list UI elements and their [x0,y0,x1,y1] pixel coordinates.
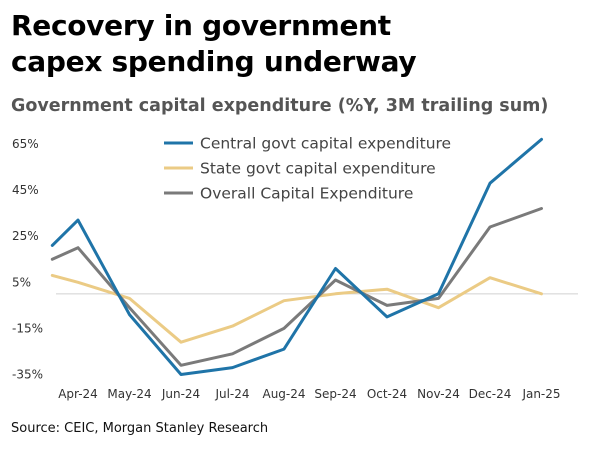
legend-label: State govt capital expenditure [200,160,436,178]
x-tick-label: Jun-24 [161,387,200,401]
series-line-overall [50,207,543,367]
x-tick-label: Aug-24 [262,387,305,401]
y-tick-label: 65% [12,137,39,151]
x-tick-label: Jan-25 [521,387,560,401]
y-tick-label: 25% [12,229,39,243]
y-tick-label: 5% [12,275,31,289]
legend-label: Overall Capital Expenditure [200,185,413,203]
series-line-state [50,273,543,344]
y-tick-label: 45% [12,183,39,197]
y-tick-label: -35% [12,368,43,382]
source-note: Source: CEIC, Morgan Stanley Research [11,421,269,436]
x-tick-label: Sep-24 [314,387,356,401]
x-tick-label: Nov-24 [417,387,460,401]
x-tick-label: Jul-24 [214,387,249,401]
chart-title: Recovery in government capex spending un… [11,8,571,80]
title-line-2: capex spending underway [11,45,417,78]
x-tick-label: Apr-24 [58,387,98,401]
series-line-central [50,137,543,376]
chart-subtitle: Government capital expenditure (%Y, 3M t… [11,96,549,116]
x-tick-label: May-24 [107,387,151,401]
legend-label: Central govt capital expenditure [200,135,451,153]
y-tick-label: -15% [12,321,43,335]
title-line-1: Recovery in government [11,9,391,42]
x-tick-label: Dec-24 [469,387,512,401]
x-tick-label: Oct-24 [367,387,407,401]
